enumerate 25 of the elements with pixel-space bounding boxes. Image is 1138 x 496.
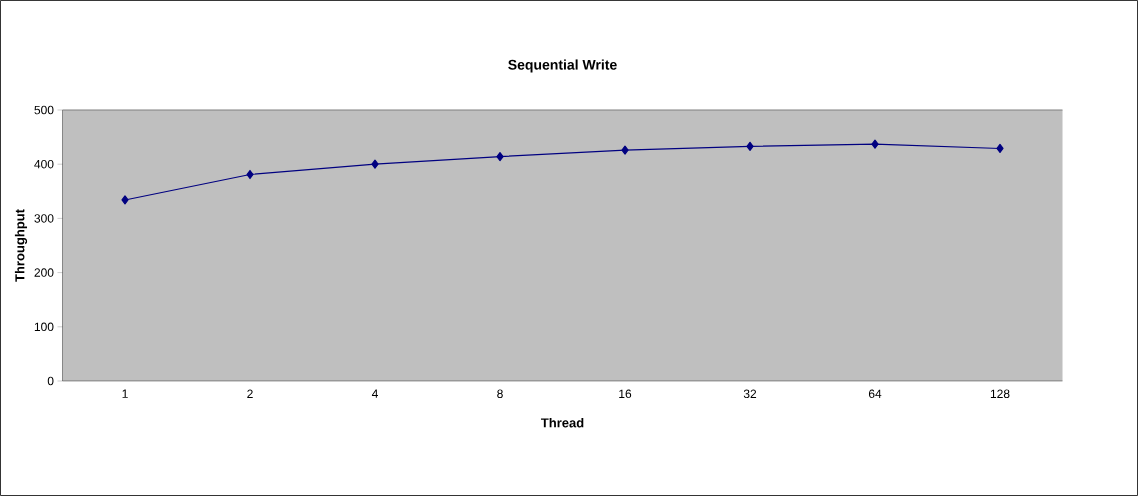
x-tick-label: 1 [122, 389, 128, 398]
y-tick-label: 300 [34, 214, 54, 223]
x-tick-label: 2 [247, 389, 253, 398]
point [746, 141, 754, 151]
y-tick-label: 400 [34, 159, 54, 169]
point [996, 143, 1004, 154]
x-tick-label: 128 [990, 389, 1010, 399]
x-tick-label: 4 [371, 389, 378, 398]
x-tick-label: 16 [619, 389, 632, 399]
y-tick-label: 500 [34, 105, 54, 115]
x-tick-label: 8 [497, 389, 503, 399]
x-tick-label: 64 [868, 389, 882, 399]
x-axis-title: Thread [540, 417, 584, 428]
y-tick-label: 0 [47, 376, 54, 386]
y-tick-label: 200 [34, 268, 54, 277]
x-tick-label: 32 [743, 389, 757, 399]
point [371, 159, 379, 169]
point [621, 145, 629, 155]
chart-title: Sequential Write [508, 59, 617, 73]
point [121, 195, 129, 205]
point [496, 152, 504, 162]
y-tick-label: 100 [34, 322, 54, 332]
point [246, 169, 254, 180]
y-axis-title: Throughput [14, 209, 28, 282]
point [871, 139, 879, 149]
